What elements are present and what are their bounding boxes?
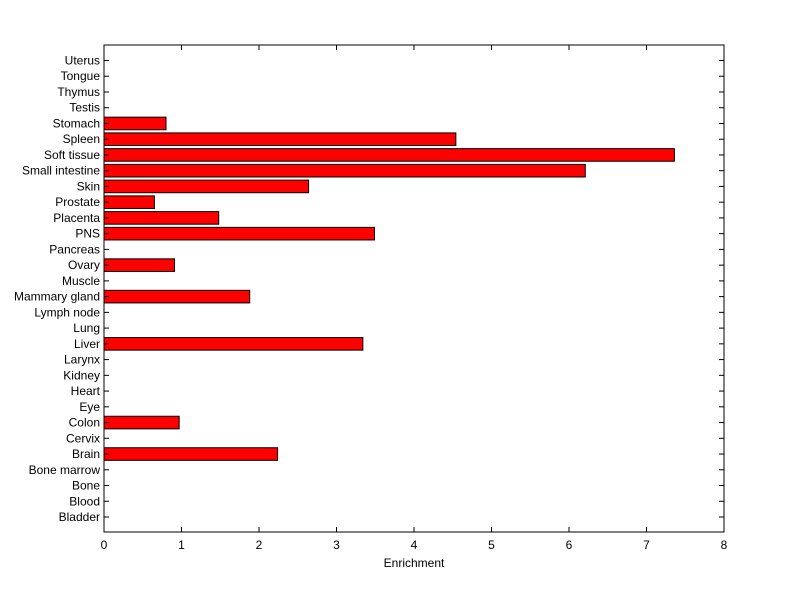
y-tick-label: Pancreas: [49, 242, 100, 256]
y-tick-label: Blood: [69, 494, 100, 508]
y-tick-label: Bladder: [59, 510, 100, 524]
bar-skin: [103, 179, 310, 194]
bar-spleen: [103, 132, 457, 147]
x-tick-label: 5: [488, 538, 495, 552]
bar-placenta: [103, 211, 220, 225]
bar-brain: [103, 447, 279, 461]
y-tick-label: Ovary: [68, 258, 100, 272]
y-tick-label: Colon: [69, 416, 100, 430]
bar-mammary-gland: [103, 289, 251, 304]
x-tick-label: 0: [101, 538, 108, 552]
y-tick-label: Stomach: [53, 116, 100, 130]
x-tick-label: 2: [256, 538, 263, 552]
x-tick-label: 7: [643, 538, 650, 552]
y-tick-label: Testis: [69, 101, 100, 115]
y-tick-label: Heart: [71, 384, 101, 398]
y-tick-label: Bone: [72, 479, 100, 493]
y-tick-label: Small intestine: [22, 164, 100, 178]
plot-frame: [103, 44, 725, 533]
y-tick-label: Kidney: [63, 368, 100, 382]
bar-ovary: [103, 258, 176, 272]
bar-liver: [103, 337, 364, 351]
bar-soft-tissue: [103, 148, 675, 162]
x-tick-label: 4: [411, 538, 418, 552]
y-tick-label: Thymus: [57, 85, 100, 99]
y-tick-label: Lymph node: [34, 305, 100, 319]
y-tick-label: Muscle: [62, 274, 100, 288]
x-ticks-layer: 0 1 2 3 4 5 6 7 8: [101, 45, 728, 552]
y-tick-label: Cervix: [66, 431, 100, 445]
bar-small-intestine: [103, 163, 586, 178]
y-tick-label: Mammary gland: [14, 290, 100, 304]
y-tick-label: Uterus: [65, 54, 100, 68]
x-tick-label: 1: [178, 538, 185, 552]
y-tick-label: Eye: [79, 400, 100, 414]
y-tick-label: Liver: [74, 337, 100, 351]
y-tick-label: Placenta: [53, 211, 100, 225]
bar-pns: [103, 226, 375, 241]
y-tick-label: PNS: [75, 227, 100, 241]
y-tick-label: Spleen: [63, 132, 100, 146]
y-tick-label: Tongue: [61, 69, 101, 83]
y-tick-label: Lung: [73, 321, 100, 335]
y-tick-label: Larynx: [64, 353, 100, 367]
bar-prostate: [103, 195, 155, 209]
x-tick-label: 6: [566, 538, 573, 552]
y-tick-label: Soft tissue: [44, 148, 100, 162]
x-tick-label: 3: [333, 538, 340, 552]
y-tick-label: Skin: [77, 179, 100, 193]
y-tick-label: Brain: [72, 447, 100, 461]
bar-colon: [103, 415, 180, 430]
bar-stomach: [103, 116, 167, 131]
x-tick-label: 8: [721, 538, 728, 552]
y-tick-label: Bone marrow: [29, 463, 101, 477]
x-axis-label: Enrichment: [384, 556, 445, 570]
y-tick-label: Prostate: [55, 195, 100, 209]
bars-layer: [103, 116, 675, 461]
